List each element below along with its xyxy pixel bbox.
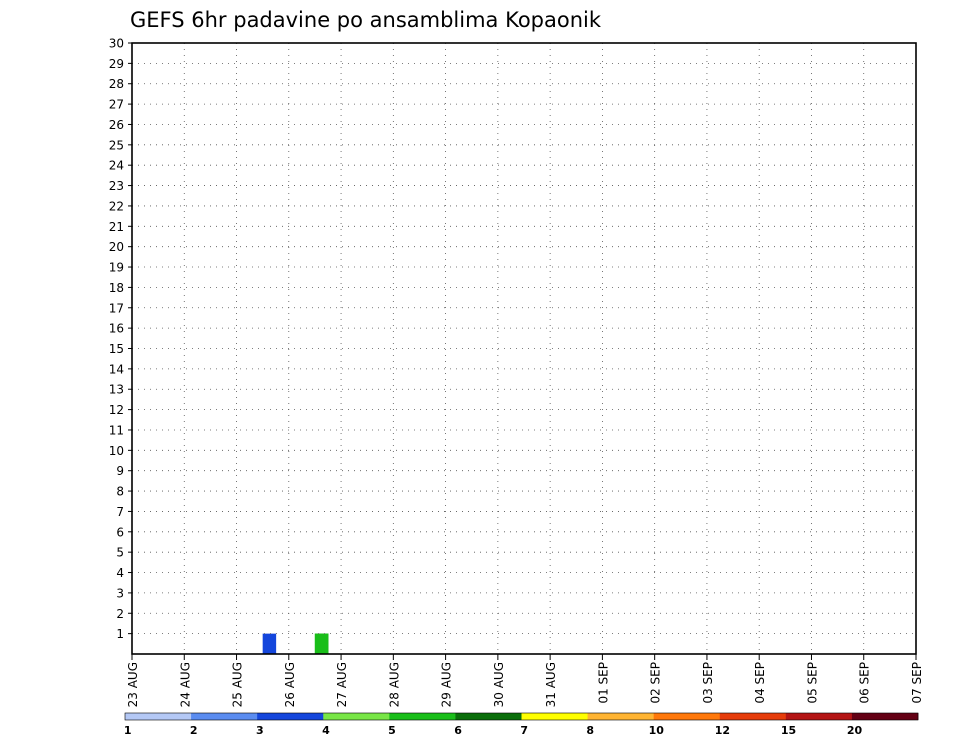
legend-label: 7 <box>520 724 528 737</box>
y-tick-label: 16 <box>109 322 124 336</box>
x-tick-label: 02 SEP <box>649 662 663 704</box>
color-legend: 1 2 3 4 5 6 7 8 10 12 15 20 <box>124 712 919 737</box>
y-tick-label: 4 <box>116 566 124 580</box>
y-tick-label: 23 <box>109 179 124 193</box>
x-tick-label: 30 AUG <box>492 662 506 707</box>
legend-label: 4 <box>322 724 330 737</box>
y-tick-label: 10 <box>109 444 124 458</box>
y-tick-label: 24 <box>109 159 124 173</box>
y-axis-ticks: 1234567891011121314151617181920212223242… <box>109 37 132 641</box>
legend-label: 10 <box>649 724 665 737</box>
x-tick-label: 29 AUG <box>440 662 454 707</box>
legend-label: 12 <box>715 724 730 737</box>
x-tick-label: 26 AUG <box>283 662 297 707</box>
y-tick-label: 7 <box>116 505 124 519</box>
legend-swatch <box>389 713 456 720</box>
x-tick-label: 06 SEP <box>858 662 872 704</box>
legend-swatch <box>851 713 919 720</box>
x-tick-label: 25 AUG <box>231 662 245 707</box>
y-tick-label: 19 <box>109 261 124 275</box>
legend-label: 3 <box>256 724 264 737</box>
x-tick-label: 04 SEP <box>753 662 767 704</box>
x-tick-label: 24 AUG <box>178 662 192 707</box>
y-tick-label: 20 <box>109 240 124 254</box>
x-tick-label: 01 SEP <box>596 662 610 704</box>
y-tick-label: 29 <box>109 57 124 71</box>
legend-label: 15 <box>781 724 796 737</box>
y-tick-label: 25 <box>109 138 124 152</box>
legend-swatch <box>719 713 787 720</box>
dotted-grid <box>132 42 916 654</box>
y-tick-label: 30 <box>109 37 124 51</box>
y-tick-label: 17 <box>109 301 124 315</box>
legend-swatch <box>323 713 390 720</box>
legend-label: 20 <box>847 724 863 737</box>
x-tick-label: 05 SEP <box>805 662 819 704</box>
x-tick-label: 07 SEP <box>910 662 924 704</box>
y-tick-label: 18 <box>109 281 124 295</box>
heatmap-cells <box>262 633 329 655</box>
heatmap-cell <box>314 633 329 655</box>
x-tick-label: 28 AUG <box>387 662 401 707</box>
y-tick-label: 13 <box>109 383 124 397</box>
heatmap-cell <box>262 633 277 655</box>
chart-title: GEFS 6hr padavine po ansamblima Kopaonik <box>130 8 602 32</box>
y-tick-label: 14 <box>109 362 124 376</box>
y-tick-label: 2 <box>116 607 124 621</box>
y-tick-label: 6 <box>116 525 124 539</box>
y-tick-label: 26 <box>109 118 124 132</box>
legend-swatch <box>191 713 258 720</box>
legend-swatch <box>521 713 588 720</box>
y-tick-label: 12 <box>109 403 124 417</box>
y-tick-label: 3 <box>116 586 124 600</box>
legend-swatch <box>785 713 853 720</box>
legend-swatch <box>653 713 721 720</box>
x-axis-ticks: 23 AUG 24 AUG 25 AUG 26 AUG 27 AUG 28 AUG 29 A… <box>126 654 924 707</box>
legend-swatch <box>455 713 522 720</box>
x-tick-label: 31 AUG <box>544 662 558 707</box>
legend-label: 5 <box>388 724 396 737</box>
y-tick-label: 21 <box>109 220 124 234</box>
legend-swatch <box>257 713 324 720</box>
legend-label: 8 <box>586 724 594 737</box>
x-tick-label: 23 AUG <box>126 662 140 707</box>
legend-swatch <box>587 713 655 720</box>
y-tick-label: 11 <box>109 423 124 437</box>
legend-label: 6 <box>454 724 462 737</box>
legend-border <box>124 712 919 721</box>
legend-label: 2 <box>190 724 198 737</box>
y-tick-label: 8 <box>116 485 124 499</box>
x-tick-label: 03 SEP <box>701 662 715 704</box>
y-tick-label: 28 <box>109 77 124 91</box>
y-tick-label: 22 <box>109 199 124 213</box>
y-tick-label: 1 <box>116 627 124 641</box>
y-tick-label: 5 <box>116 546 124 560</box>
legend-label: 1 <box>124 724 132 737</box>
y-tick-label: 27 <box>109 98 124 112</box>
y-tick-label: 9 <box>116 464 124 478</box>
x-tick-label: 27 AUG <box>335 662 349 707</box>
legend-swatch <box>125 713 192 720</box>
y-tick-label: 15 <box>109 342 124 356</box>
